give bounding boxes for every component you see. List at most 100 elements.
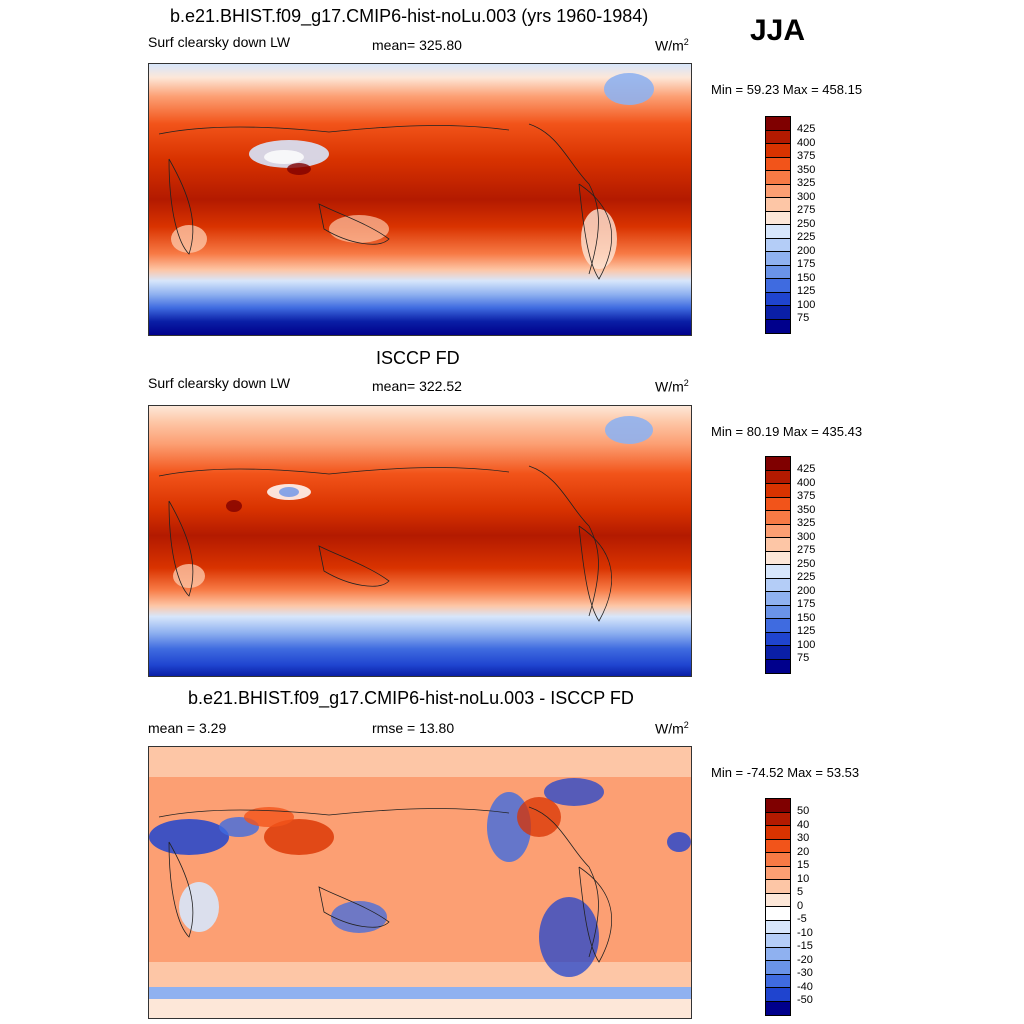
colorbar-tick-label: 175 [797,598,816,610]
colorbar-tick-label: 250 [797,217,816,230]
panel-title: ISCCP FD [376,348,460,368]
colorbar-swatch [766,184,790,198]
variable-label: Surf clearsky down LW [148,34,291,50]
colorbar-tick-label: -30 [797,967,813,979]
colorbar-tick-label: 100 [797,638,816,651]
colorbar-swatch [766,974,790,988]
colorbar-swatch [766,853,790,867]
colorbar-tick-label: 275 [797,204,816,216]
colorbar-observation [765,456,791,674]
colorbar-swatch [766,225,790,239]
colorbar-tick-label: 75 [797,312,810,324]
colorbar-swatch [766,839,790,853]
colorbar-swatch [766,812,790,826]
variable-label: Surf clearsky down LW [148,375,291,391]
colorbar-swatch [766,292,790,306]
colorbar-tick-label: -15 [797,940,813,952]
minmax-label: Min = 80.19 Max = 435.43 [711,424,863,439]
colorbar-swatch [766,947,790,961]
colorbar-tick-label: 40 [797,818,810,831]
colorbar-swatch [766,538,790,552]
colorbar-tick-label: -40 [797,980,813,993]
colorbar-tick-label: 50 [797,805,810,817]
colorbar-swatch [766,893,790,907]
colorbar-swatch [766,619,790,633]
colorbar-tick-label: 350 [797,163,816,176]
colorbar-swatch [766,646,790,660]
colorbar-tick-label: 225 [797,571,816,583]
colorbar-swatch [766,211,790,225]
colorbar-model [765,116,791,334]
colorbar-swatch [766,319,790,333]
panel-title: b.e21.BHIST.f09_g17.CMIP6-hist-noLu.003 … [188,688,634,708]
colorbar-tick-label: 375 [797,490,816,502]
colorbar-swatch [766,826,790,840]
colorbar-swatch [766,130,790,144]
colorbar-tick-label: 0 [797,899,804,912]
colorbar-swatch [766,470,790,484]
colorbar-tick-label: 325 [797,517,816,529]
colorbar-swatch [766,605,790,619]
colorbar-difference [765,798,791,1016]
colorbar-swatch [766,961,790,975]
map-difference [148,746,692,1019]
colorbar-swatch [766,578,790,592]
colorbar-swatch [766,306,790,320]
colorbar-tick-label: 400 [797,476,816,489]
colorbar-swatch [766,198,790,212]
colorbar-tick-label: 200 [797,584,816,597]
colorbar-tick-label: 425 [797,463,816,475]
colorbar-swatch [766,866,790,880]
colorbar-swatch [766,157,790,171]
map-observation [148,405,692,677]
colorbar-swatch [766,484,790,498]
colorbar-tick-label: -10 [797,926,813,939]
rmse-label: rmse = 13.80 [372,720,455,736]
season-label: JJA [750,14,806,47]
colorbar-tick-label: 300 [797,190,816,203]
colorbar-tick-label: 425 [797,123,816,135]
colorbar-swatch [766,659,790,673]
colorbar-tick-label: 100 [797,298,816,311]
colorbar-swatch [766,511,790,525]
colorbar-tick-label: 125 [797,625,816,637]
colorbar-swatch [766,524,790,538]
units-label: W/m2 [655,37,689,54]
colorbar-tick-label: 10 [797,872,810,885]
colorbar-swatch [766,934,790,948]
colorbar-swatch [766,457,790,471]
colorbar-swatch [766,144,790,158]
colorbar-swatch [766,907,790,921]
colorbar-swatch [766,117,790,131]
colorbar-swatch [766,497,790,511]
colorbar-tick-label: 225 [797,231,816,243]
colorbar-tick-label: -5 [797,913,807,925]
colorbar-swatch [766,920,790,934]
panel-title: b.e21.BHIST.f09_g17.CMIP6-hist-noLu.003 … [170,6,649,26]
colorbar-swatch [766,988,790,1002]
colorbar-tick-label: 325 [797,177,816,189]
mean-label: mean= 322.52 [372,378,462,394]
colorbar-tick-label: 275 [797,544,816,556]
colorbar-tick-label: 75 [797,652,810,664]
colorbar-tick-label: 300 [797,530,816,543]
colorbar-tick-label: 350 [797,503,816,516]
map-model [148,63,692,336]
colorbar-tick-label: -50 [797,994,813,1006]
colorbar-tick-label: 200 [797,244,816,257]
colorbar-swatch [766,279,790,293]
colorbar-swatch [766,238,790,252]
colorbar-tick-label: 20 [797,845,810,858]
colorbar-tick-label: 250 [797,557,816,570]
colorbar-tick-label: 15 [797,859,810,871]
colorbar-tick-label: 30 [797,832,810,844]
colorbar-swatch [766,592,790,606]
minmax-label: Min = -74.52 Max = 53.53 [711,765,860,780]
mean-label: mean= 325.80 [372,37,462,53]
colorbar-swatch [766,265,790,279]
colorbar-tick-label: 375 [797,150,816,162]
colorbar-tick-label: 5 [797,886,804,898]
colorbar-tick-label: 150 [797,611,816,624]
colorbar-tick-label: 175 [797,258,816,270]
colorbar-tick-label: 150 [797,271,816,284]
